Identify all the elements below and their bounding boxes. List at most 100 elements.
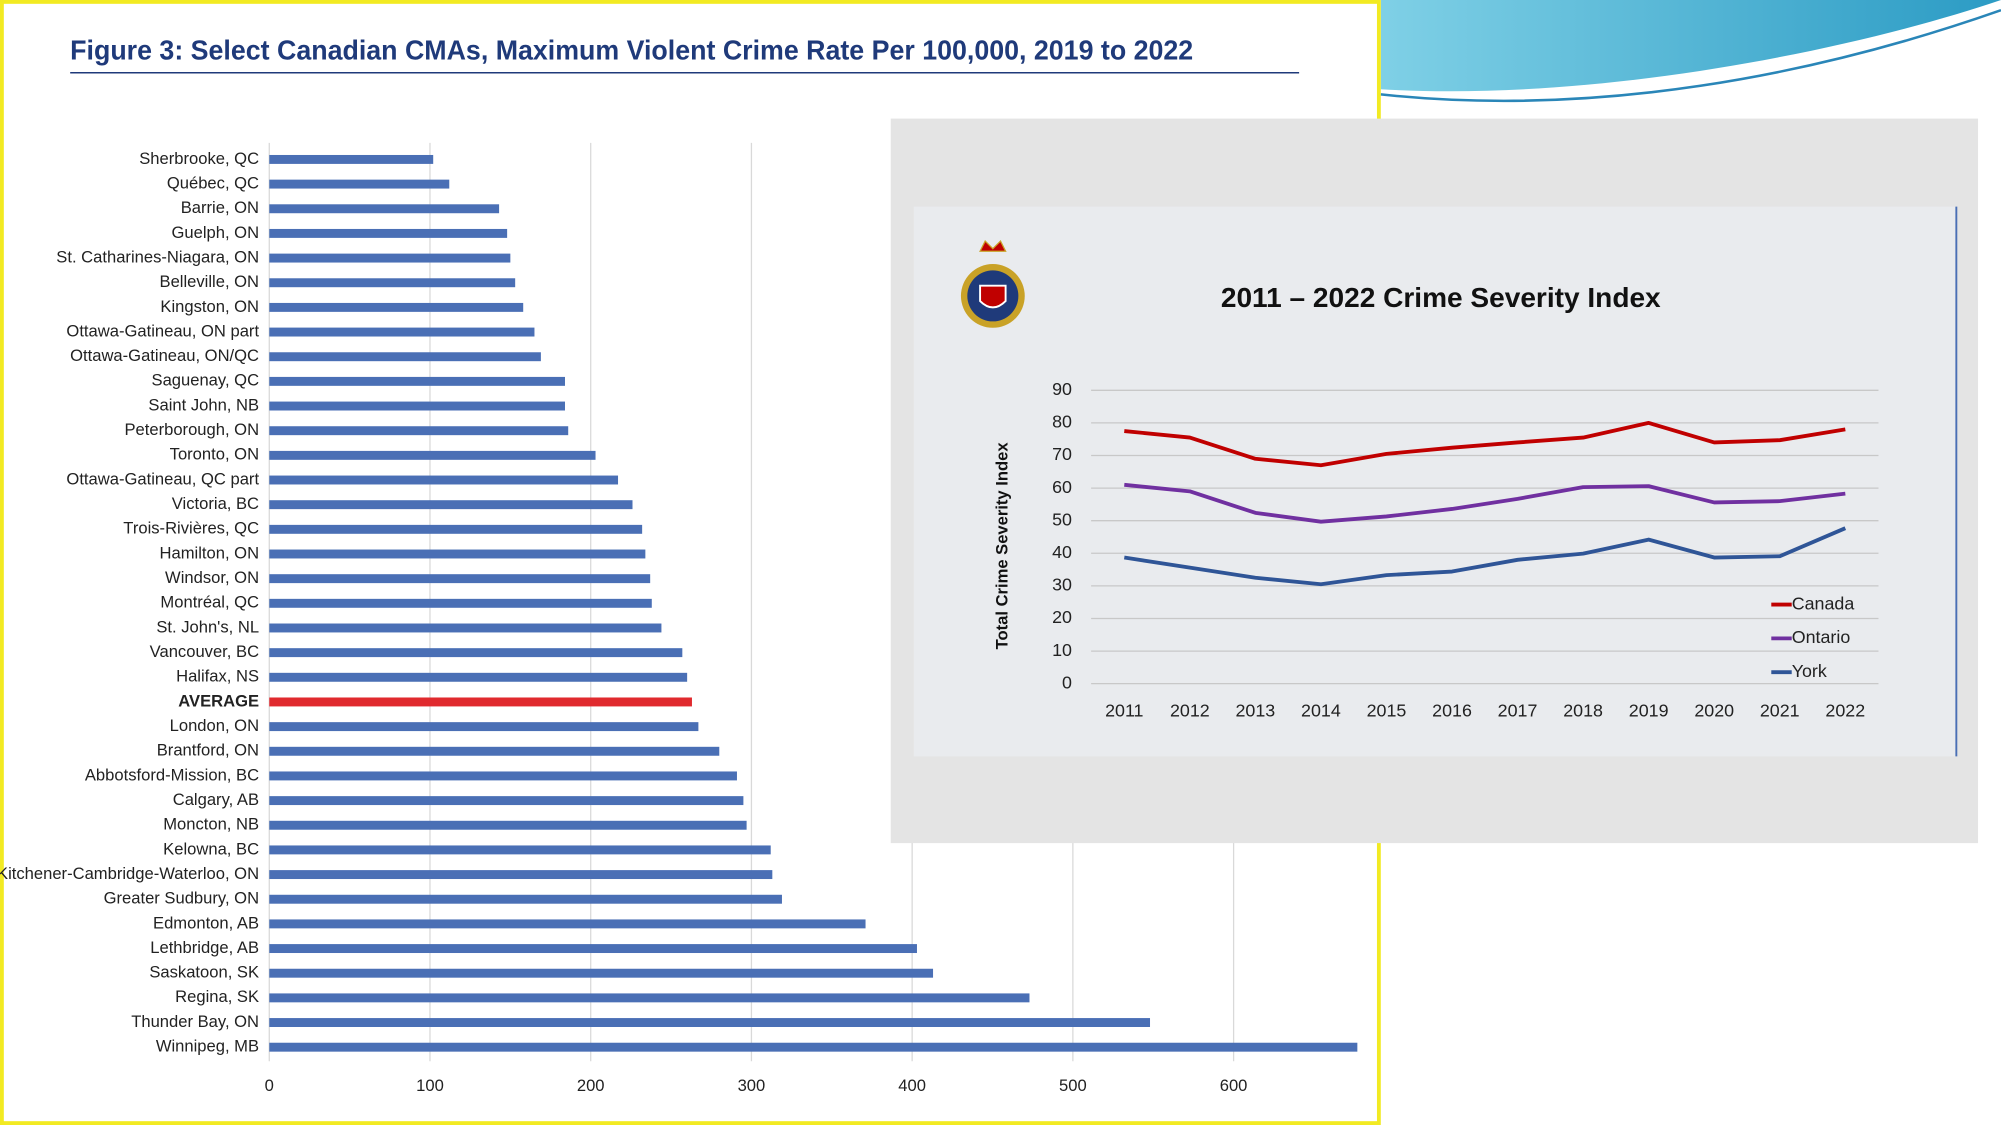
y-tick-label: Saskatoon, SK [149,963,259,982]
bar [269,993,1030,1003]
y-tick-label: Thunder Bay, ON [131,1012,259,1031]
y-tick-label: Brantford, ON [157,741,259,760]
x-tick-label: 400 [898,1076,926,1095]
bar [269,426,569,436]
bar [269,549,646,559]
y-tick-label: Toronto, ON [170,445,259,464]
bar [269,1018,1151,1027]
bar [269,796,744,806]
y-tick-label: 60 [1052,477,1072,497]
y-tick-label: AVERAGE [178,691,259,710]
bar [269,722,699,732]
y-tick-label: Windsor, ON [165,568,259,587]
logo-shield [979,284,1007,309]
bar [269,1042,1358,1052]
bar [269,746,720,756]
bar [269,228,508,238]
x-tick-label: 2020 [1694,700,1734,720]
chart-title: Figure 3: Select Canadian CMAs, Maximum … [70,35,1193,66]
y-tick-label: Winnipeg, MB [156,1037,259,1056]
logo-crown [979,239,1007,252]
y-tick-label: Peterborough, ON [124,420,259,439]
bar [269,376,565,386]
bar [269,352,541,362]
y-tick-label: Hamilton, ON [160,543,260,562]
y-tick-label: 20 [1052,607,1072,627]
y-tick-label: London, ON [170,716,259,735]
bar [269,524,643,534]
bar [269,894,782,904]
y-tick-label: Kingston, ON [160,297,259,316]
bar [269,648,683,658]
bar [269,327,535,337]
x-tick-label: 2018 [1563,700,1603,720]
y-tick-label: Montréal, QC [160,593,259,612]
series-line [1123,526,1847,587]
y-tick-label: Ottawa-Gatineau, ON/QC [70,346,259,365]
y-tick-label: 0 [1062,672,1072,692]
y-tick-label: 10 [1052,640,1072,660]
x-tick-label: 2012 [1170,700,1210,720]
line-title: 2011 – 2022 Crime Severity Index [1221,282,1661,313]
bar [269,771,737,781]
bar [269,204,500,214]
y-tick-label: Guelph, ON [171,223,259,242]
y-tick-label: 30 [1052,575,1072,595]
decor-line [1380,9,2001,103]
y-tick-label: Belleville, ON [160,272,260,291]
bar [269,154,434,164]
y-tick-label: Saguenay, QC [152,371,260,390]
y-tick-label: Ottawa-Gatineau, ON part [66,321,259,340]
bar [269,450,596,460]
bar [269,179,450,189]
bar [269,968,934,978]
bar [269,672,688,682]
bar [269,623,662,633]
bar [269,944,917,954]
y-tick-label: Sherbrooke, QC [139,149,259,168]
x-tick-label: 2017 [1498,700,1538,720]
series-line [1124,420,1846,468]
x-tick-label: 2021 [1760,700,1800,720]
y-tick-label: Moncton, NB [163,815,259,834]
y-tick-label: Ottawa-Gatineau, QC part [66,469,259,488]
y-tick-label: Barrie, ON [181,198,259,217]
y-tick-label: Victoria, BC [172,494,259,513]
y-tick-label: Québec, QC [167,173,259,192]
x-tick-label: 2022 [1825,700,1865,720]
x-tick-label: 600 [1220,1076,1248,1095]
y-tick-label: St. Catharines-Niagara, ON [56,247,259,266]
series-line [1124,482,1846,524]
y-tick-label: Kelowna, BC [163,839,259,858]
x-tick-label: 100 [416,1076,444,1095]
y-tick-label: Trois-Rivières, QC [123,519,259,538]
bar [269,845,771,855]
y-tick-label: Vancouver, BC [150,642,259,661]
bar [269,598,652,608]
y-tick-label: 50 [1052,509,1072,529]
y-tick-label: 40 [1052,542,1072,562]
y-tick-label: 80 [1052,412,1072,432]
y-tick-label: Lethbridge, AB [150,938,259,957]
line-chart-area [913,206,1957,757]
y-tick-label: Halifax, NS [176,667,259,686]
y-tick-label: Kitchener-Cambridge-Waterloo, ON [0,864,259,883]
y-tick-label: 90 [1052,379,1072,399]
legend-label: York [1792,661,1827,681]
x-tick-label: 200 [577,1076,605,1095]
x-tick-label: 300 [738,1076,766,1095]
decor-swoosh [1380,0,2001,92]
x-tick-label: 2013 [1236,700,1276,720]
bar [269,697,692,707]
line-chart: 0 10 20 30 40 50 60 70 80 90 2011 2012 2013 2014 2015 2… [1052,379,1879,720]
y-axis-label: Total Crime Severity Index [992,442,1011,650]
y-tick-label: Regina, SK [175,987,259,1006]
y-tick-label: Edmonton, AB [153,913,259,932]
legend-label: Ontario [1792,627,1851,647]
x-tick-label: 2016 [1432,700,1472,720]
bar [269,475,619,485]
y-tick-label: Greater Sudbury, ON [104,889,259,908]
police-logo [960,239,1025,328]
